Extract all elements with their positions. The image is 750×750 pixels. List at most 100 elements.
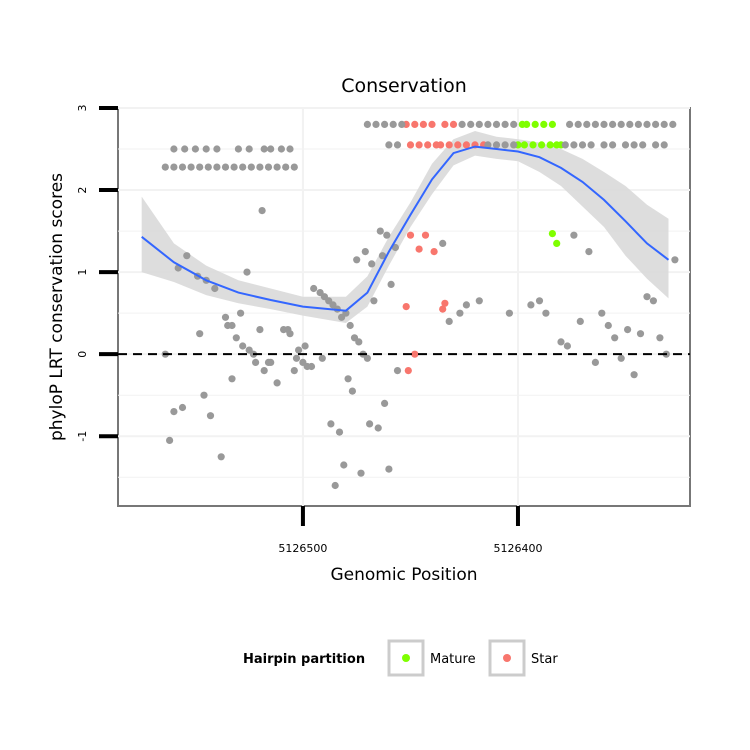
point-other-top — [660, 120, 668, 128]
point-other — [206, 412, 215, 420]
point-other — [301, 342, 309, 350]
point-other — [361, 248, 369, 256]
point-other-top — [669, 120, 677, 128]
point-other — [475, 297, 483, 305]
point-other — [232, 334, 240, 342]
point-other — [366, 420, 374, 428]
point-other — [636, 330, 645, 338]
x-axis: 5126500 5126400 — [278, 506, 542, 555]
plot-panel — [117, 107, 691, 507]
point-other — [327, 420, 335, 428]
point-mature — [546, 141, 554, 149]
point-other — [381, 399, 389, 407]
point-other-top — [213, 145, 221, 153]
point-other — [462, 301, 470, 309]
point-other-top — [578, 141, 587, 149]
point-mature — [538, 141, 546, 149]
point-star — [441, 299, 449, 307]
point-other-top — [583, 120, 591, 128]
point-other-top — [290, 163, 298, 171]
point-other — [243, 268, 251, 276]
y-tick-label-2: 1 — [76, 269, 89, 276]
point-other — [376, 227, 384, 235]
scatter-points — [161, 120, 679, 490]
point-other-top — [501, 141, 509, 149]
point-other — [310, 284, 318, 293]
legend-label-star: Star — [531, 652, 558, 667]
point-other-top — [393, 141, 402, 149]
point-other — [617, 354, 625, 362]
point-other-top — [600, 141, 608, 149]
point-star — [439, 305, 447, 313]
point-other — [598, 309, 606, 317]
point-other — [649, 297, 658, 305]
point-other-top — [245, 145, 253, 153]
point-other-top — [492, 120, 501, 128]
point-other-top — [484, 141, 492, 149]
point-other — [357, 469, 365, 477]
point-star — [415, 245, 423, 253]
smooth-line — [141, 145, 670, 312]
point-star — [441, 120, 449, 128]
point-other — [557, 338, 565, 346]
point-star — [415, 141, 423, 149]
point-other — [671, 256, 679, 264]
point-other-top — [492, 141, 501, 149]
legend: Hairpin partition Mature Star — [243, 639, 558, 677]
point-other — [643, 293, 651, 301]
point-other — [292, 354, 301, 362]
point-other-top — [202, 145, 210, 153]
point-other — [576, 317, 584, 325]
point-other-top — [170, 145, 178, 153]
point-other — [393, 367, 402, 375]
point-other — [656, 334, 664, 342]
point-other-top — [363, 120, 371, 128]
point-star — [445, 141, 453, 149]
legend-key-mature — [387, 639, 425, 677]
point-other-top — [221, 163, 230, 171]
point-other — [290, 367, 298, 375]
smooth-curve — [141, 145, 670, 312]
point-other — [445, 317, 453, 325]
point-other — [211, 284, 219, 293]
point-other-top — [234, 145, 242, 153]
point-mature — [548, 230, 557, 238]
point-other-top — [630, 141, 638, 149]
point-other-top — [475, 120, 483, 128]
point-other-top — [617, 120, 625, 128]
confidence-band-area — [141, 131, 669, 323]
point-other — [178, 403, 187, 412]
point-other-top — [273, 163, 281, 171]
point-other-top — [372, 120, 380, 128]
x-tick-label-0: 5126500 — [278, 542, 327, 555]
point-other-top — [213, 163, 221, 171]
y-axis-title: phyloP LRT conservation scores — [47, 173, 67, 441]
point-other-top — [510, 120, 518, 128]
point-star — [411, 350, 419, 358]
point-other — [200, 391, 208, 399]
point-other-top — [286, 145, 294, 153]
point-other — [183, 252, 191, 260]
point-other — [307, 362, 316, 371]
point-other — [374, 424, 382, 432]
point-other-top — [204, 163, 212, 171]
point-other-top — [510, 141, 518, 149]
point-other — [217, 453, 225, 461]
point-other-top — [467, 120, 475, 128]
point-other-top — [161, 163, 169, 171]
point-other-top — [230, 163, 238, 171]
point-other-top — [381, 120, 389, 128]
point-other-top — [389, 120, 397, 128]
point-mature — [520, 141, 529, 149]
chart-title: Conservation — [341, 75, 467, 97]
point-other — [585, 248, 593, 256]
point-other — [346, 321, 354, 330]
y-tick-label-1: 0 — [76, 351, 89, 358]
point-other-top — [587, 141, 595, 149]
point-other-top — [398, 120, 406, 128]
point-star — [421, 231, 430, 239]
point-other — [284, 326, 292, 334]
y-tick-label-0: -1 — [76, 431, 89, 442]
point-other — [264, 358, 273, 366]
